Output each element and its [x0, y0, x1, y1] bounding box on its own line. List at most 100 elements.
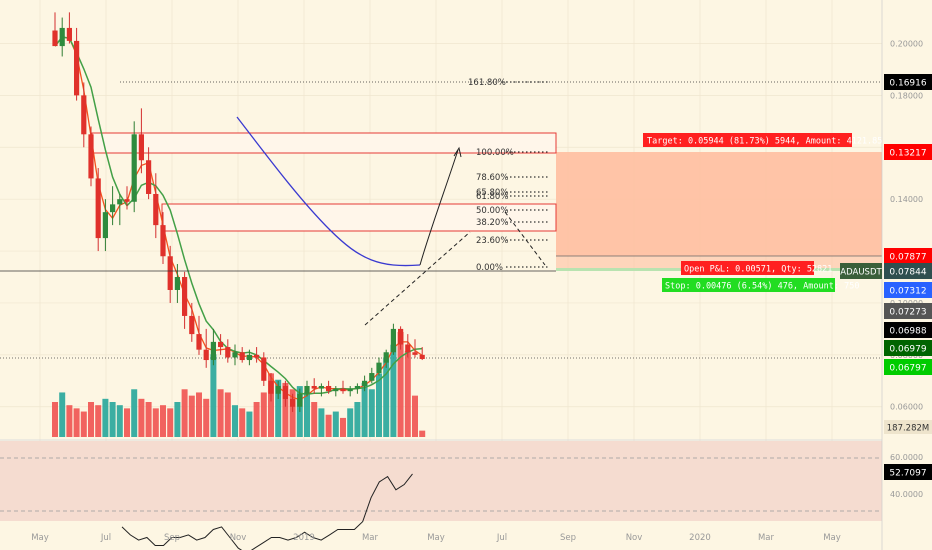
- candle-body: [74, 40, 80, 96]
- volume-bar: [152, 408, 159, 437]
- volume-bar: [311, 402, 318, 437]
- candle-body: [66, 27, 72, 41]
- ma-fast-line: [54, 36, 423, 401]
- fib-label: 65.80%: [476, 188, 508, 198]
- volume-bar: [253, 402, 260, 437]
- candle-body: [153, 193, 159, 226]
- price-badge-value: 0.13217: [889, 149, 926, 159]
- price-badge: [884, 282, 932, 298]
- volume-value: 187.282M: [887, 424, 929, 434]
- target-label-box: [643, 133, 852, 147]
- volume-bar: [347, 408, 354, 437]
- candle-body: [225, 347, 231, 358]
- candle-body: [275, 385, 281, 394]
- position-tool[interactable]: [556, 152, 882, 271]
- volume-bar: [145, 402, 152, 437]
- open-pnl-label: Open P&L: 0.00571, Qty: 52821: [684, 265, 832, 275]
- candle-body: [88, 134, 94, 179]
- price-badge: [884, 303, 932, 319]
- fib-label: 61.80%: [476, 192, 508, 202]
- volume-bar: [376, 373, 382, 437]
- candle-body: [95, 178, 101, 239]
- ma-slow-line: [54, 36, 423, 395]
- candle-body: [182, 277, 188, 316]
- price-badge-value: 0.06988: [889, 327, 926, 337]
- candle-body: [59, 27, 65, 47]
- candle-body: [390, 328, 396, 353]
- symbol-tag: [840, 263, 882, 279]
- candle-body: [146, 160, 152, 194]
- volume-bar: [332, 411, 339, 437]
- target-label: Target: 0.05944 (81.73%) 5944, Amount: 4…: [647, 137, 882, 147]
- volume-bar: [95, 405, 102, 437]
- volume-bar: [412, 395, 418, 437]
- rsi-upper-label: 60.0000: [890, 453, 923, 462]
- volume-bar: [109, 402, 116, 437]
- time-axis[interactable]: May Jul Sep Nov 2019 Mar May Jul Sep Nov 2020 Mar Ma…: [31, 533, 841, 543]
- volume-bar: [390, 344, 397, 437]
- projection-arrow-up[interactable]: [419, 149, 459, 266]
- candle-body: [189, 315, 195, 335]
- volume-bar: [232, 405, 238, 437]
- volume-bar: [217, 389, 224, 437]
- candle-body: [318, 385, 324, 389]
- candlesticks: [52, 12, 425, 412]
- candle-body: [405, 344, 411, 353]
- stop-label: Stop: 0.00476 (6.54%) 476, Amount: 750: [665, 282, 859, 292]
- volume-bar: [59, 392, 66, 437]
- candle-body: [297, 393, 303, 407]
- rsi-path: [121, 473, 413, 550]
- price-tick-label: 0.18000: [890, 91, 923, 100]
- rsi-line: [121, 473, 413, 550]
- volume-bar: [66, 405, 73, 437]
- volume-bar: [196, 392, 202, 437]
- volume-bar: [260, 392, 267, 437]
- ma-long-line: [236, 116, 421, 267]
- fib-label: 161.80%: [468, 78, 506, 88]
- candle-body: [218, 341, 224, 348]
- volume-bar: [239, 408, 246, 437]
- price-badge: [884, 74, 932, 90]
- price-badge-value: 0.07877: [889, 253, 926, 263]
- projection-arrows[interactable]: [364, 146, 546, 326]
- volume-bar: [419, 430, 426, 437]
- volume-badge: [884, 420, 932, 434]
- price-badge-value: 0.16916: [889, 79, 926, 89]
- candle-body: [138, 134, 144, 161]
- candle-body: [383, 352, 389, 363]
- volume-bar: [325, 414, 332, 437]
- volume-bar: [124, 408, 130, 437]
- fib-label: 50.00%: [476, 206, 508, 216]
- candle-body: [412, 352, 418, 355]
- volume-bar: [282, 382, 289, 437]
- target-zone[interactable]: [556, 152, 882, 256]
- price-badge: [884, 263, 932, 279]
- price-badge: [884, 248, 932, 264]
- time-tick-label: 2020: [689, 533, 711, 543]
- rsi-badge: [884, 464, 932, 480]
- time-tick-label: 2019: [293, 533, 315, 543]
- price-badge-value: 0.07312: [889, 287, 926, 297]
- price-tick-label: 0.20000: [890, 39, 923, 48]
- volume-bar: [174, 402, 181, 437]
- symbol-label: ADAUSDT: [840, 268, 882, 278]
- candle-body: [124, 199, 130, 202]
- candle-body: [261, 357, 267, 381]
- trend-dashed-line[interactable]: [364, 231, 471, 326]
- volume-bar: [268, 373, 274, 437]
- time-tick-label: Sep: [560, 533, 576, 543]
- time-tick-label: Nov: [230, 533, 247, 543]
- rsi-value: 52.7097: [889, 469, 926, 479]
- candle-body: [174, 277, 180, 290]
- time-tick-label: Jul: [100, 533, 111, 543]
- price-badges: 0.16916 0.13217 0.07877 0.07844 0.07312 0.072…: [884, 74, 932, 375]
- candle-body: [81, 95, 87, 135]
- candle-body: [354, 385, 360, 389]
- candle-body: [203, 349, 209, 361]
- candle-body: [333, 388, 339, 392]
- candle-body: [290, 398, 296, 407]
- price-badge-value: 0.06979: [889, 345, 926, 355]
- volume-bar: [368, 389, 375, 437]
- fib-zone-golden[interactable]: [161, 203, 557, 232]
